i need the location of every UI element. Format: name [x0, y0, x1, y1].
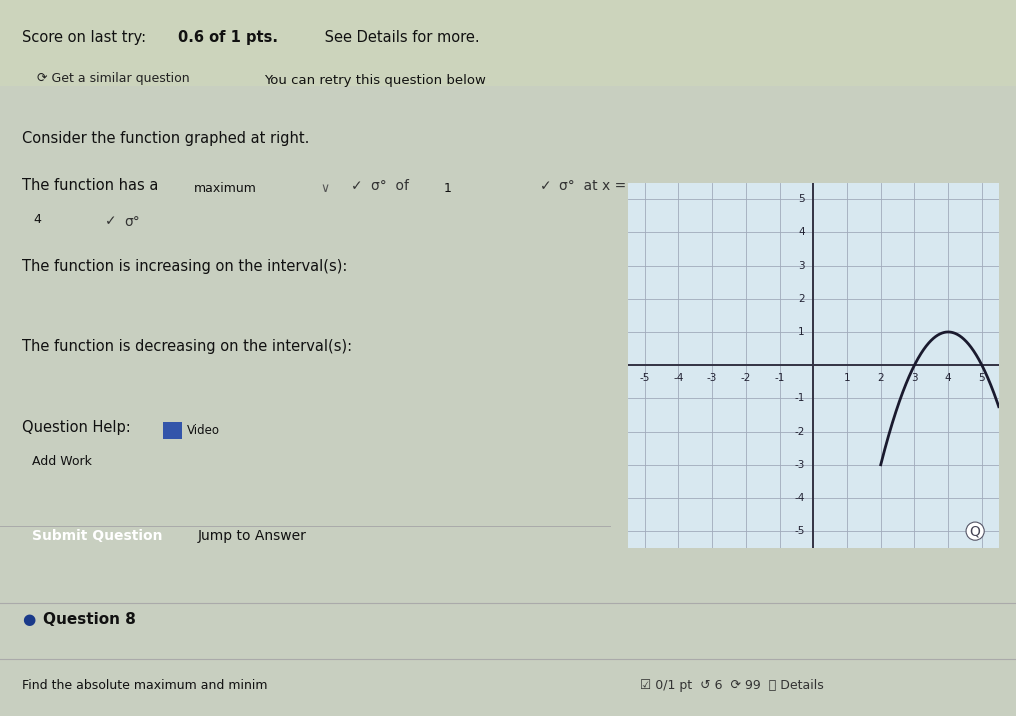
- Text: Video: Video: [187, 424, 220, 437]
- Text: -3: -3: [795, 460, 805, 470]
- Text: ∨: ∨: [320, 182, 329, 195]
- FancyBboxPatch shape: [0, 0, 1016, 86]
- Text: 5: 5: [799, 194, 805, 204]
- Text: See Details for more.: See Details for more.: [320, 29, 480, 44]
- Text: 0.6 of 1 pts.: 0.6 of 1 pts.: [178, 29, 277, 44]
- Text: -2: -2: [741, 374, 751, 384]
- Text: σ°  at x =: σ° at x =: [559, 179, 626, 193]
- Text: -5: -5: [795, 526, 805, 536]
- Text: You can retry this question below: You can retry this question below: [264, 74, 486, 87]
- Text: -4: -4: [795, 493, 805, 503]
- Text: ●: ●: [22, 612, 36, 627]
- Text: -4: -4: [674, 374, 684, 384]
- Text: -1: -1: [774, 374, 784, 384]
- Text: ✓: ✓: [351, 179, 362, 193]
- Text: 2: 2: [878, 374, 884, 384]
- Text: 3: 3: [911, 374, 917, 384]
- Text: 4: 4: [34, 213, 42, 226]
- FancyBboxPatch shape: [163, 422, 182, 439]
- Text: maximum: maximum: [194, 182, 257, 195]
- Text: ✓: ✓: [539, 179, 551, 193]
- Text: 1: 1: [444, 182, 452, 195]
- Text: 1: 1: [799, 327, 805, 337]
- Text: Find the absolute maximum and minim: Find the absolute maximum and minim: [22, 679, 268, 692]
- Text: Jump to Answer: Jump to Answer: [197, 528, 307, 543]
- Text: Add Work: Add Work: [31, 455, 91, 468]
- Text: -2: -2: [795, 427, 805, 437]
- Text: The function is decreasing on the interval(s):: The function is decreasing on the interv…: [22, 339, 353, 354]
- Text: Consider the function graphed at right.: Consider the function graphed at right.: [22, 131, 310, 146]
- Text: σ°  of: σ° of: [371, 179, 408, 193]
- Text: Q: Q: [969, 524, 980, 538]
- Text: Score on last try:: Score on last try:: [22, 29, 151, 44]
- Text: -1: -1: [795, 393, 805, 403]
- Text: 4: 4: [945, 374, 951, 384]
- Text: The function is increasing on the interval(s):: The function is increasing on the interv…: [22, 258, 347, 274]
- Text: 5: 5: [978, 374, 986, 384]
- Text: 2: 2: [799, 294, 805, 304]
- Text: The function has a: The function has a: [22, 178, 158, 193]
- Text: Submit Question: Submit Question: [33, 528, 163, 543]
- Text: ✓: ✓: [105, 215, 116, 228]
- Text: Question Help:: Question Help:: [22, 420, 131, 435]
- Text: ⟳ Get a similar question: ⟳ Get a similar question: [37, 72, 189, 84]
- Text: ☑ 0/1 pt  ↺ 6  ⟳ 99  ⓘ Details: ☑ 0/1 pt ↺ 6 ⟳ 99 ⓘ Details: [640, 679, 824, 692]
- Text: -5: -5: [639, 374, 650, 384]
- Text: 1: 1: [843, 374, 850, 384]
- Text: 3: 3: [799, 261, 805, 271]
- Text: σ°: σ°: [124, 215, 140, 228]
- Text: Question 8: Question 8: [43, 612, 135, 627]
- Text: -3: -3: [707, 374, 717, 384]
- Text: 4: 4: [799, 228, 805, 238]
